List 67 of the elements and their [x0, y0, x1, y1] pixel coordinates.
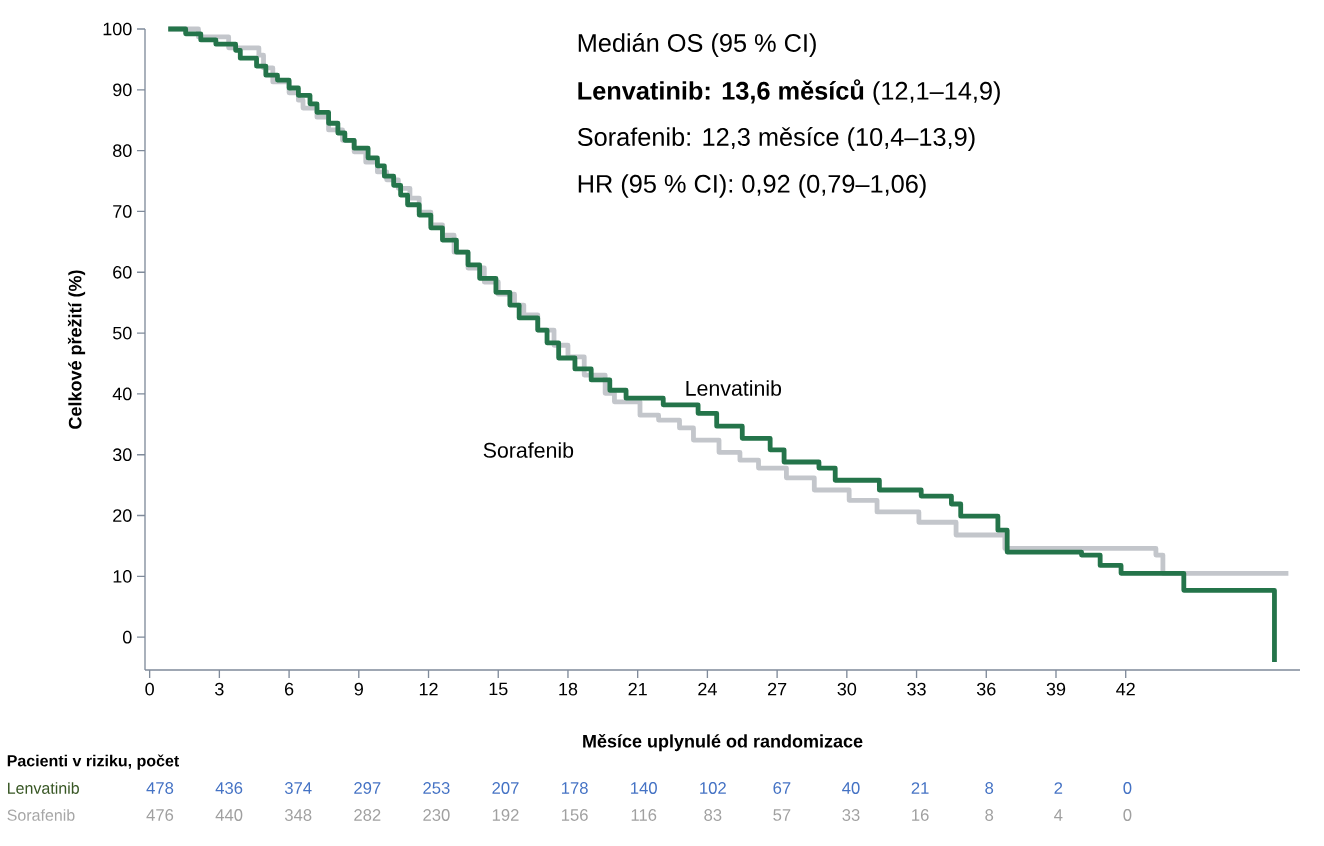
- text: 102: [700, 782, 726, 794]
- x-tick-label: 36: [976, 682, 996, 696]
- text: 476: [146, 809, 174, 821]
- x-axis-title: Měsíce uplynulé od randomizace: [583, 733, 863, 752]
- y-tick-label: 0: [122, 630, 132, 644]
- y-tick-label: 20: [113, 509, 132, 522]
- text: Sorafenib: [483, 442, 574, 458]
- y-tick-label: 70: [113, 205, 132, 218]
- x-tick-label: 42: [1116, 682, 1135, 696]
- text: 16: [912, 809, 929, 821]
- annotation: HR (95 % CI): 0,92 (0,79–1,06): [578, 174, 926, 198]
- x-tick-label: 30: [837, 682, 857, 696]
- text: 374: [284, 782, 312, 794]
- y-tick-label: 40: [112, 387, 132, 401]
- text: 282: [354, 809, 381, 821]
- text: 348: [284, 809, 312, 821]
- x-tick-label: 0: [145, 682, 154, 696]
- text: 57: [773, 809, 791, 821]
- text: 436: [215, 782, 243, 794]
- text: 116: [631, 809, 657, 821]
- text: Pacienti v riziku, počet: [7, 754, 180, 770]
- x-tick-label: 9: [354, 682, 363, 696]
- text: Lenvatinib: [8, 782, 79, 794]
- y-axis-title: Celkové přežití (%): [67, 270, 86, 429]
- text: 440: [215, 809, 243, 821]
- text: 0: [1123, 809, 1132, 821]
- text: 297: [354, 782, 381, 794]
- x-tick-label: 39: [1046, 682, 1066, 696]
- annotation: Sorafenib: 12,3 měsíce (10,4–13,9): [577, 127, 975, 151]
- x-tick-label: 3: [215, 682, 224, 696]
- text: 8: [985, 782, 994, 794]
- x-tick-label: 21: [628, 682, 647, 696]
- text: 21: [911, 782, 929, 794]
- annotation: Medián OS (95 % CI): [578, 33, 816, 57]
- x-tick-label: 6: [285, 682, 294, 696]
- y-tick-label: 10: [113, 569, 132, 583]
- text: 207: [492, 782, 519, 794]
- text: 178: [561, 782, 588, 794]
- x-tick-label: 27: [768, 682, 787, 696]
- x-tick-label: 15: [489, 682, 508, 696]
- text: 83: [704, 809, 722, 821]
- x-tick-label: 18: [559, 682, 578, 696]
- series-label: Lenvatinib: [686, 380, 782, 396]
- text: 230: [423, 809, 450, 821]
- text: 0: [1123, 782, 1132, 794]
- text: 253: [423, 782, 450, 794]
- y-tick-label: 80: [113, 144, 132, 157]
- y-tick-label: 60: [113, 265, 132, 279]
- x-tick-label: 33: [907, 682, 926, 696]
- text: 4: [1054, 809, 1063, 821]
- text: 156: [561, 809, 588, 821]
- x-tick-label: 24: [698, 682, 717, 696]
- y-tick-label: 90: [113, 83, 132, 97]
- text: 67: [773, 782, 791, 794]
- x-tick-label: 12: [419, 682, 438, 696]
- annotation: Lenvatinib: 13,6 měsíců (12,1–14,9): [578, 79, 1000, 105]
- text: 140: [631, 782, 657, 794]
- text: Sorafenib: [7, 809, 75, 821]
- text: 33: [842, 809, 860, 821]
- text: 40: [842, 782, 860, 794]
- text: 192: [492, 809, 519, 821]
- text: 8: [985, 809, 994, 821]
- y-tick-label: 50: [112, 326, 132, 340]
- y-tick-label: 100: [103, 22, 132, 36]
- text: 2: [1054, 782, 1063, 794]
- y-tick-label: 30: [112, 448, 132, 462]
- text: 478: [146, 782, 174, 794]
